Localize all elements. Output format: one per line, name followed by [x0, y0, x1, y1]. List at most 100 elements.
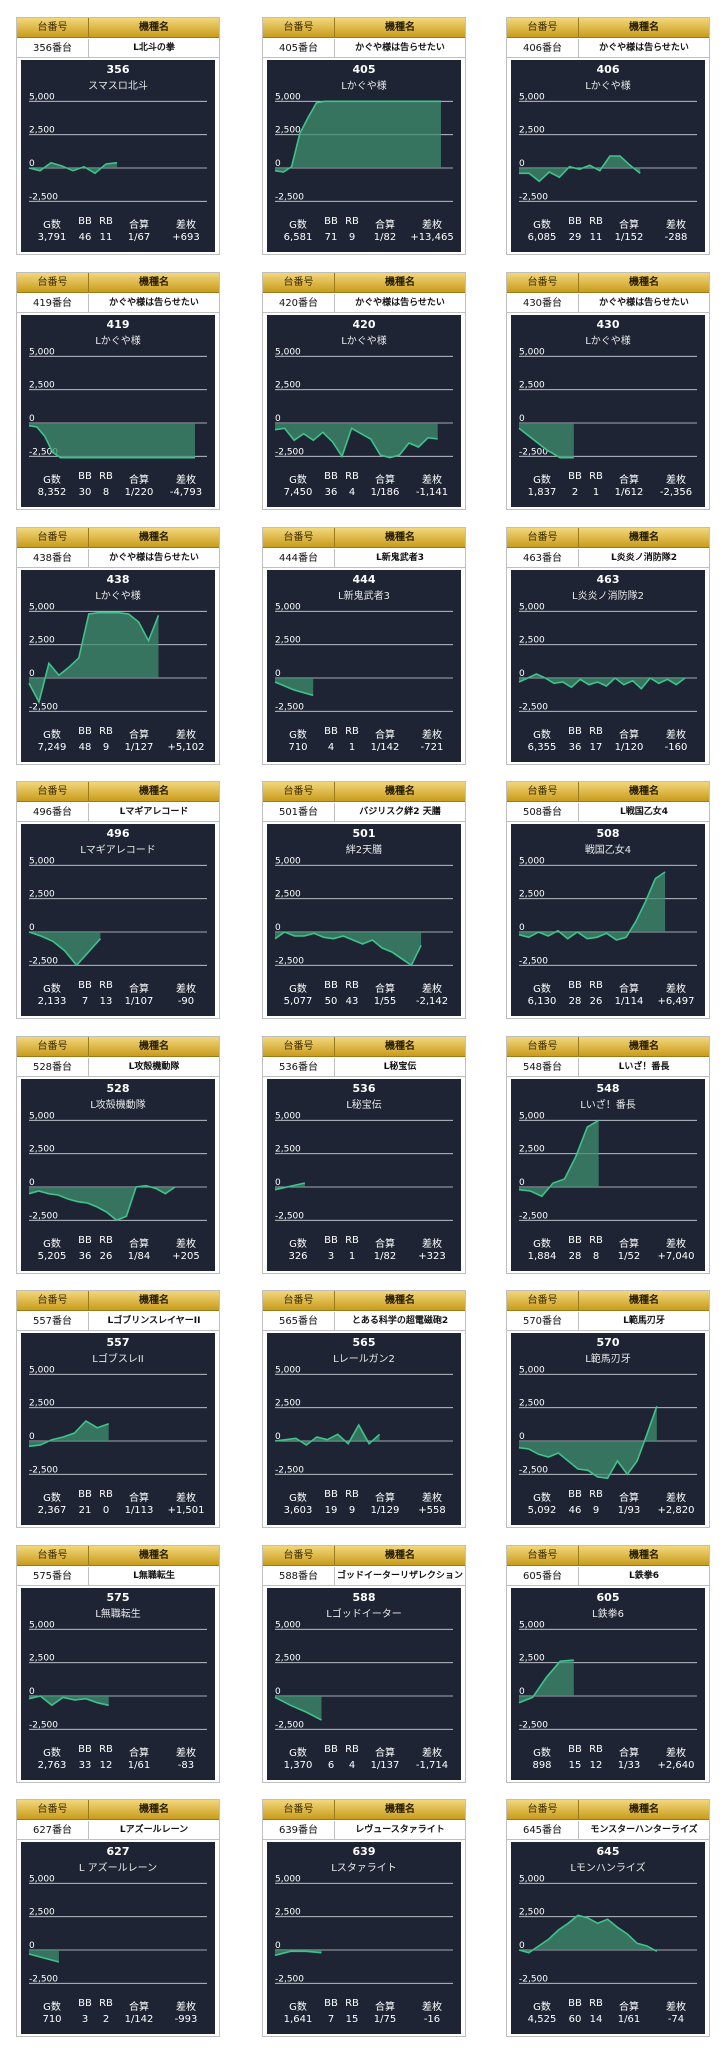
- stat-label-games: G数: [43, 730, 61, 741]
- machine-card[interactable]: 台番号 機種名 419番台 かぐや様は告らせたい 419 Lかぐや様 5,000 2,500 0…: [16, 272, 220, 510]
- y-tick-label: 0: [519, 1432, 525, 1442]
- graph-panel[interactable]: 406 Lかぐや様 5,000 2,500 0 -2,500 G数 BB RB 合算 差枚 6,085…: [511, 60, 705, 252]
- machine-card[interactable]: 台番号 機種名 463番台 L炎炎ノ消防隊2 463 L炎炎ノ消防隊2 5,000 2,500…: [506, 527, 710, 765]
- graph-panel[interactable]: 444 L新鬼武者3 5,000 2,500 0 -2,500 G数 BB RB 合算 差枚 710 4…: [267, 570, 461, 762]
- machine-card[interactable]: 台番号 機種名 627番台 Lアズールレーン 627 L アズールレーン 5,000 2,50…: [16, 1799, 220, 2037]
- machine-number: 419番台: [17, 294, 89, 313]
- stat-value-combined: 1/137: [370, 1760, 400, 1771]
- graph-panel[interactable]: 528 L攻殻機動隊 5,000 2,500 0 -2,500 G数 BB RB 合算 差枚 5,20…: [21, 1079, 215, 1271]
- stat-label-combined: 合算: [129, 1239, 149, 1250]
- machine-card[interactable]: 台番号 機種名 557番台 LゴブリンスレイヤーII 557 LゴブスレII 5,000 2,…: [16, 1290, 220, 1528]
- machine-card[interactable]: 台番号 機種名 438番台 かぐや様は告らせたい 438 Lかぐや様 5,000 2,500 0…: [16, 527, 220, 765]
- graph-panel[interactable]: 405 Lかぐや様 5,000 2,500 0 -2,500 G数 BB RB 合算 差枚 6,581…: [267, 60, 461, 252]
- machine-card[interactable]: 台番号 機種名 645番台 モンスターハンターライズ 645 Lモンハンライズ 5,000 2…: [506, 1799, 710, 2037]
- stat-value-bb: 71: [324, 232, 338, 243]
- stat-label-rb: RB: [99, 1235, 113, 1246]
- stats-header-row: G数 BB RB 合算 差枚: [511, 1489, 705, 1504]
- graph-panel[interactable]: 420 Lかぐや様 5,000 2,500 0 -2,500 G数 BB RB 合算 差枚 7,450…: [267, 315, 461, 507]
- graph-panel[interactable]: 565 Lレールガン2 5,000 2,500 0 -2,500 G数 BB RB 合算 差枚 3,6…: [267, 1333, 461, 1525]
- stat-value-bb: 36: [568, 742, 582, 753]
- graph-panel[interactable]: 557 LゴブスレII 5,000 2,500 0 -2,500 G数 BB RB 合算 差枚 2,3…: [21, 1333, 215, 1525]
- y-tick-label: 5,000: [519, 347, 545, 357]
- machine-card[interactable]: 台番号 機種名 420番台 かぐや様は告らせたい 420 Lかぐや様 5,000 2,500 0…: [262, 272, 466, 510]
- machine-card[interactable]: 台番号 機種名 508番台 L戦国乙女4 508 戦国乙女4 5,000 2,500 0 -2,5…: [506, 781, 710, 1019]
- stat-label-games: G数: [43, 1748, 61, 1759]
- graph-panel[interactable]: 588 Lゴッドイーター 5,000 2,500 0 -2,500 G数 BB RB 合算 差枚 1,…: [267, 1588, 461, 1780]
- number-header-label: 台番号: [263, 528, 335, 548]
- machine-card[interactable]: 台番号 機種名 575番台 L無職転生 575 L無職転生 5,000 2,500 0 -2,50…: [16, 1545, 220, 1783]
- y-tick-label: 0: [275, 669, 281, 679]
- graph-panel[interactable]: 430 Lかぐや様 5,000 2,500 0 -2,500 G数 BB RB 合算 差枚 1,837…: [511, 315, 705, 507]
- stat-label-games: G数: [289, 1239, 307, 1250]
- stat-label-games: G数: [289, 1493, 307, 1504]
- y-tick-label: 0: [519, 923, 525, 933]
- card-info-row: 508番台 L戦国乙女4: [507, 803, 709, 822]
- graph-panel[interactable]: 639 Lスタァライト 5,000 2,500 0 -2,500 G数 BB RB 合算 差枚 1,6…: [267, 1842, 461, 2034]
- y-tick-label: -2,500: [275, 1720, 304, 1730]
- machine-card[interactable]: 台番号 機種名 548番台 Lいざ！番長 548 Lいざ！番長 5,000 2,500 0 -2,…: [506, 1036, 710, 1274]
- graph-panel[interactable]: 645 Lモンハンライズ 5,000 2,500 0 -2,500 G数 BB RB 合算 差枚 4,…: [511, 1842, 705, 2034]
- card-header: 台番号 機種名: [17, 1291, 219, 1311]
- machine-card[interactable]: 台番号 機種名 405番台 かぐや様は告らせたい 405 Lかぐや様 5,000 2,500 0…: [262, 17, 466, 255]
- graph-panel[interactable]: 536 L秘宝伝 5,000 2,500 0 -2,500 G数 BB RB 合算 差枚 326 3 1 1…: [267, 1079, 461, 1271]
- difference-chart: 5,000 2,500 0 -2,500: [28, 856, 207, 967]
- machine-card[interactable]: 台番号 機種名 496番台 Lマギアレコード 496 Lマギアレコード 5,000 2,500…: [16, 781, 220, 1019]
- difference-chart: 5,000 2,500 0 -2,500: [28, 1874, 207, 1984]
- stat-value-difference: -288: [664, 232, 688, 243]
- chart-number: 438: [106, 573, 130, 586]
- series-line: [518, 1406, 658, 1480]
- series-area: [519, 674, 685, 689]
- series-line: [28, 1695, 109, 1707]
- machine-name: かぐや様は告らせたい: [109, 298, 199, 308]
- graph-panel[interactable]: 419 Lかぐや様 5,000 2,500 0 -2,500 G数 BB RB 合算 差枚 8,352…: [21, 315, 215, 507]
- number-header-label: 台番号: [263, 273, 335, 293]
- graph-panel[interactable]: 575 L無職転生 5,000 2,500 0 -2,500 G数 BB RB 合算 差枚 2,763…: [21, 1588, 215, 1780]
- y-tick-label: -2,500: [29, 1974, 58, 1984]
- machine-card[interactable]: 台番号 機種名 639番台 レヴュースタァライト 639 Lスタァライト 5,000 2,50…: [262, 1799, 466, 2037]
- graph-panel[interactable]: 356 スマスロ北斗 5,000 2,500 0 -2,500 G数 BB RB 合算 差枚 3,79…: [21, 60, 215, 252]
- stat-value-difference: -16: [423, 2014, 441, 2025]
- card-info-row: 406番台 かぐや様は告らせたい: [507, 39, 709, 58]
- card-header: 台番号 機種名: [17, 1546, 219, 1566]
- series-line: [28, 611, 160, 705]
- machine-card[interactable]: 台番号 機種名 430番台 かぐや様は告らせたい 430 Lかぐや様 5,000 2,500 0…: [506, 272, 710, 510]
- machine-card[interactable]: 台番号 機種名 588番台 ゴッドイーターリザレクション 588 Lゴッドイーター 5,00…: [262, 1545, 466, 1783]
- stat-value-bb: 29: [568, 232, 582, 243]
- stat-label-rb: RB: [99, 1998, 113, 2009]
- stat-label-bb: BB: [324, 1235, 338, 1246]
- stat-label-rb: RB: [589, 1744, 603, 1755]
- graph-panel[interactable]: 605 L鉄拳6 5,000 2,500 0 -2,500 G数 BB RB 合算 差枚 898 15 1…: [511, 1588, 705, 1780]
- series-area: [519, 1915, 657, 1953]
- stat-label-bb: BB: [324, 471, 338, 482]
- stats-value-row: 3,603 19 9 1/129 +558: [267, 1505, 461, 1519]
- graph-panel[interactable]: 463 L炎炎ノ消防隊2 5,000 2,500 0 -2,500 G数 BB RB 合算 差枚 6,…: [511, 570, 705, 762]
- machine-card[interactable]: 台番号 機種名 565番台 とある科学の超電磁砲2 565 Lレールガン2 5,000 2,5…: [262, 1290, 466, 1528]
- graph-panel[interactable]: 508 戦国乙女4 5,000 2,500 0 -2,500 G数 BB RB 合算 差枚 6,130…: [511, 824, 705, 1016]
- graph-panel[interactable]: 548 Lいざ！番長 5,000 2,500 0 -2,500 G数 BB RB 合算 差枚 1,88…: [511, 1079, 705, 1271]
- y-tick-label: -2,500: [29, 702, 58, 712]
- machine-card[interactable]: 台番号 機種名 444番台 L新鬼武者3 444 L新鬼武者3 5,000 2,500 0 -2,…: [262, 527, 466, 765]
- graph-panel[interactable]: 438 Lかぐや様 5,000 2,500 0 -2,500 G数 BB RB 合算 差枚 7,249…: [21, 570, 215, 762]
- y-tick-label: 5,000: [275, 1620, 301, 1630]
- machine-card[interactable]: 台番号 機種名 356番台 L北斗の拳 356 スマスロ北斗 5,000 2,500 0 -2,5…: [16, 17, 220, 255]
- chart-machine-name: Lゴッドイーター: [326, 1609, 402, 1620]
- machine-card[interactable]: 台番号 機種名 406番台 かぐや様は告らせたい 406 Lかぐや様 5,000 2,500 0…: [506, 17, 710, 255]
- machine-card[interactable]: 台番号 機種名 501番台 バジリスク絆2 天膳 501 絆2天膳 5,000 2,500 0 -…: [262, 781, 466, 1019]
- stat-value-difference: -721: [420, 742, 444, 753]
- graph-panel[interactable]: 627 L アズールレーン 5,000 2,500 0 -2,500 G数 BB RB 合算 差枚 7…: [21, 1842, 215, 2034]
- difference-chart: 5,000 2,500 0 -2,500: [274, 1620, 453, 1730]
- graph-panel[interactable]: 496 Lマギアレコード 5,000 2,500 0 -2,500 G数 BB RB 合算 差枚 2,…: [21, 824, 215, 1016]
- machine-card[interactable]: 台番号 機種名 536番台 L秘宝伝 536 L秘宝伝 5,000 2,500 0 -2,500 G…: [262, 1036, 466, 1274]
- stat-value-games: 8,352: [37, 487, 67, 498]
- stat-value-combined: 1/142: [370, 742, 400, 753]
- machine-card[interactable]: 台番号 機種名 605番台 L鉄拳6 605 L鉄拳6 5,000 2,500 0 -2,500 G…: [506, 1545, 710, 1783]
- y-tick-label: 2,500: [29, 1908, 55, 1918]
- machine-card[interactable]: 台番号 機種名 528番台 L攻殻機動隊 528 L攻殻機動隊 5,000 2,500 0 -2,…: [16, 1036, 220, 1274]
- y-tick-label: -2,500: [519, 192, 548, 202]
- stat-value-combined: 1/93: [617, 1505, 641, 1516]
- machine-card[interactable]: 台番号 機種名 570番台 L範馬刃牙 570 L範馬刃牙 5,000 2,500 0 -2,50…: [506, 1290, 710, 1528]
- graph-panel[interactable]: 501 絆2天膳 5,000 2,500 0 -2,500 G数 BB RB 合算 差枚 5,077 5…: [267, 824, 461, 1016]
- series-line: [518, 1119, 600, 1198]
- card-info-row: 501番台 バジリスク絆2 天膳: [263, 803, 465, 822]
- graph-panel[interactable]: 570 L範馬刃牙 5,000 2,500 0 -2,500 G数 BB RB 合算 差枚 5,092…: [511, 1333, 705, 1525]
